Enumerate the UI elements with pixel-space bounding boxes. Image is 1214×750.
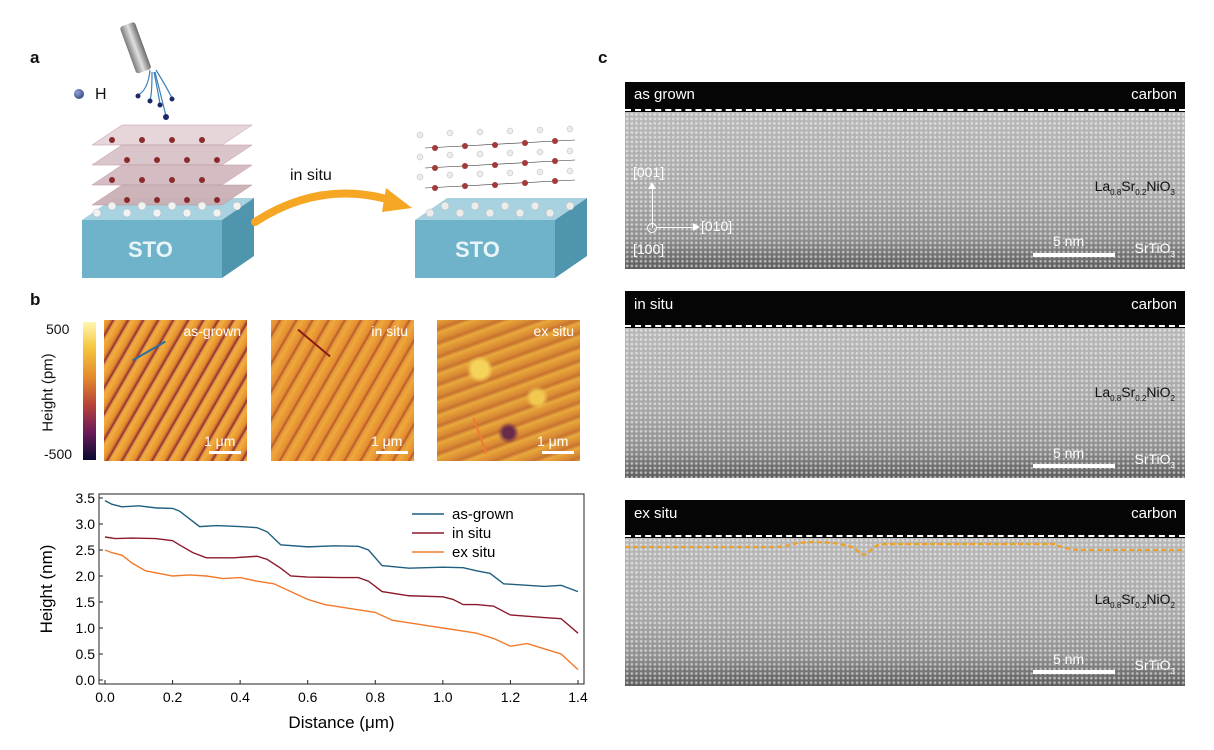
height-profile-chart: 0.0 0.2 0.4 0.6 0.8 1.0 1.2 1.4 0.0 0.5 1.0 1.5 2.0 2… <box>37 490 588 732</box>
stem-panel-as-grown: as grown carbon La0.8Sr0.2NiO3 SrTiO3 5 … <box>625 82 1185 269</box>
afm-scalebar-ex-situ <box>542 451 574 454</box>
x-tick-label: 0.0 <box>95 689 115 705</box>
axis-up-arrow <box>652 188 653 228</box>
material-label: La0.8Sr0.2NiO2 <box>1094 591 1175 610</box>
plot-frame <box>98 493 585 685</box>
carbon-layer <box>625 291 1185 328</box>
series-line-in-situ <box>104 536 579 634</box>
series-line-ex-situ <box>104 549 579 671</box>
afm-label-in-situ: in situ <box>371 323 408 339</box>
interface-dashed-line <box>625 109 1185 111</box>
x-tick-label: 1.4 <box>568 689 588 705</box>
colorbar-min: -500 <box>44 446 73 462</box>
y-tick-label: 3.0 <box>76 516 96 532</box>
stem-title-as-grown: as grown <box>634 86 695 103</box>
axis-label-001: [001] <box>633 164 665 180</box>
afm-linecut-ex-situ <box>472 417 488 455</box>
height-colorbar <box>83 322 96 460</box>
afm-image-as-grown: as-grown 1 μm <box>104 320 247 461</box>
y-tick-label: 1.0 <box>76 620 96 636</box>
legend-label-ex-situ: ex situ <box>452 544 495 561</box>
in-situ-arrow-icon <box>251 188 412 226</box>
panel-label-a: a <box>30 48 40 67</box>
arrow-up-icon <box>648 182 656 189</box>
y-tick-label: 2.0 <box>76 568 96 584</box>
afm-scale-in-situ: 1 μm <box>371 433 403 449</box>
x-tick-label: 0.8 <box>366 689 386 705</box>
afm-linecut-in-situ <box>297 328 331 358</box>
axis-label-010: [010] <box>701 218 733 234</box>
material-label: La0.8Sr0.2NiO3 <box>1094 178 1175 197</box>
carbon-label: carbon <box>1131 296 1177 313</box>
substrate-label: SrTiO3 <box>1134 240 1176 259</box>
stem-panel-in-situ: in situ carbon La0.8Sr0.2NiO2 SrTiO3 5 n… <box>625 291 1185 478</box>
stem-lattice-image <box>625 112 1185 269</box>
scale-bar <box>1033 253 1115 257</box>
afm-linecut-as-grown <box>132 340 166 362</box>
carbon-layer <box>625 500 1185 538</box>
afm-scalebar-in-situ <box>376 451 408 454</box>
arrow-right-icon <box>693 223 700 231</box>
surface-contour-dashed-line <box>625 540 1185 556</box>
hydrogen-atom-icon <box>74 89 84 99</box>
carbon-label: carbon <box>1131 505 1177 522</box>
stem-panel-ex-situ: ex situ carbon La0.8Sr0.2NiO2 SrTiO3 5 n… <box>625 500 1185 686</box>
hydrogen-label: H <box>95 86 107 103</box>
x-tick-label: 0.6 <box>298 689 318 705</box>
afm-scalebar-as-grown <box>209 451 241 454</box>
panel-label-c: c <box>598 48 608 67</box>
legend-label-in-situ: in situ <box>452 525 491 542</box>
stem-lattice-image <box>625 538 1185 686</box>
stem-lattice-image <box>625 328 1185 478</box>
sto-crystal-before <box>82 124 254 278</box>
x-tick-label: 1.2 <box>501 689 521 705</box>
substrate-label: SrTiO3 <box>1134 657 1176 676</box>
y-tick-label: 2.5 <box>76 542 96 558</box>
afm-scale-as-grown: 1 μm <box>204 433 236 449</box>
x-tick-label: 1.0 <box>433 689 453 705</box>
panel-label-b: b <box>30 290 41 309</box>
afm-label-ex-situ: ex situ <box>533 323 574 339</box>
in-situ-arrow-label: in situ <box>290 167 332 184</box>
stem-title-in-situ: in situ <box>634 296 674 313</box>
axis-label-100: [100] <box>633 241 665 257</box>
afm-scale-ex-situ: 1 μm <box>537 433 569 449</box>
sto-label-after: STO <box>455 237 500 262</box>
x-axis-label: Distance (μm) <box>288 713 394 732</box>
y-tick-label: 0.5 <box>76 646 96 662</box>
scale-bar <box>1033 670 1115 674</box>
series-line-as-grown <box>104 499 579 593</box>
colorbar-max: 500 <box>46 321 70 337</box>
scale-bar-label: 5 nm <box>1053 233 1085 249</box>
legend-label-as-grown: as-grown <box>452 506 514 523</box>
afm-image-in-situ: in situ 1 μm <box>271 320 414 461</box>
axis-origin-icon <box>647 223 657 233</box>
scale-bar <box>1033 464 1115 468</box>
sto-label-before: STO <box>128 237 173 262</box>
afm-label-as-grown: as-grown <box>183 323 241 339</box>
x-tick-label: 0.2 <box>163 689 183 705</box>
hydrogen-nozzle-icon <box>120 22 175 120</box>
colorbar-label: Height (pm) <box>39 353 57 432</box>
interface-dashed-line <box>625 535 1185 537</box>
scale-bar-label: 5 nm <box>1053 445 1085 461</box>
afm-image-ex-situ: ex situ 1 μm <box>437 320 580 461</box>
x-tick-label: 0.4 <box>230 689 250 705</box>
carbon-label: carbon <box>1131 86 1177 103</box>
stem-title-ex-situ: ex situ <box>634 505 678 522</box>
y-tick-label: 1.5 <box>76 594 96 610</box>
substrate-label: SrTiO3 <box>1134 451 1176 470</box>
material-label: La0.8Sr0.2NiO2 <box>1094 384 1175 403</box>
y-tick-label: 3.5 <box>76 490 96 506</box>
y-axis-label: Height (nm) <box>37 545 56 634</box>
axis-right-arrow <box>657 227 695 228</box>
interface-dashed-line <box>625 325 1185 327</box>
scale-bar-label: 5 nm <box>1053 651 1085 667</box>
carbon-layer <box>625 82 1185 112</box>
sto-crystal-after <box>415 125 587 278</box>
y-tick-label: 0.0 <box>76 672 96 688</box>
